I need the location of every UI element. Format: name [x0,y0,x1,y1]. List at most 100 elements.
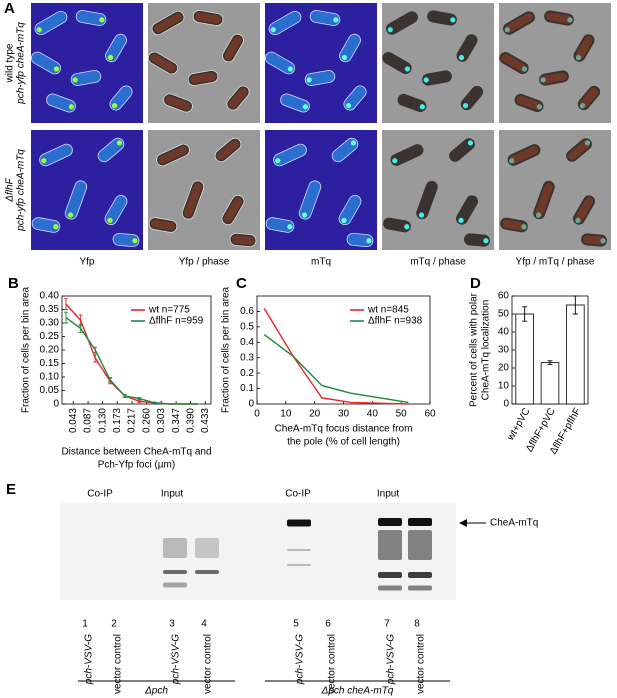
focus [419,104,425,110]
blot-band [408,585,432,591]
cell [309,10,341,26]
cell [268,10,302,36]
column-label: mTq [311,257,331,268]
lane-label: pch-VSV-G [295,634,306,685]
group-label: Δpch [144,686,168,697]
cell [148,51,179,75]
focus [404,66,410,72]
focus [423,77,429,83]
x-tick-label: 50 [396,409,408,420]
x-tick-label: 0.347 [171,408,182,433]
focus [584,140,591,146]
column-label: Yfp / phase [179,257,230,268]
focus [132,238,138,244]
cell [427,10,457,26]
y-axis-label: Percent of cells with polar [469,292,480,407]
focus [107,217,113,223]
band-label: CheA-mTq [490,518,538,529]
micrograph-bg [265,130,377,250]
micrograph-content [499,130,611,250]
focus [366,238,372,244]
focus [521,224,527,230]
blot-band [195,570,219,574]
cell [151,10,185,36]
x-tick-label: 0.043 [68,408,79,433]
cell-tint [579,87,599,109]
y-tick-label: 40 [498,327,510,338]
focus [306,77,312,83]
focus [287,66,293,72]
y-axis-label: CheA-mTq localization [481,300,492,401]
micrograph-bg [382,130,494,250]
panel-label: C [236,275,247,292]
cell [573,34,595,62]
cell-tint [541,72,567,84]
column-label: Yfp [79,257,94,268]
y-tick-label: 0.35 [40,304,60,315]
focus [404,224,410,230]
cell [338,194,362,226]
micrograph-content [148,3,260,123]
cell [214,137,242,163]
cell [112,232,140,248]
panel-label: B [8,275,19,292]
micrograph-bg [31,130,143,250]
micrograph [265,3,377,123]
focus [387,27,393,33]
lane-number: 6 [325,619,331,630]
cell [533,180,555,220]
micrograph [148,3,260,123]
error-bar [152,401,157,404]
focus [270,27,276,33]
cell-tint [501,54,527,72]
micrograph-bg [148,130,260,250]
cell [573,195,595,225]
series-line [263,307,409,405]
blot-header: Co-IP [87,489,113,500]
cell-tint [217,140,239,160]
cell [192,10,224,26]
column-label: mTq / phase [410,257,466,268]
lane-label: vector control [203,634,214,694]
lane-number: 7 [384,619,390,630]
focus [107,54,114,61]
cell [31,217,61,233]
cell-tint [150,54,176,72]
lane-number: 4 [201,619,207,630]
cell [422,70,452,86]
x-tick-label: 0.087 [83,408,94,433]
focus [579,103,586,109]
cell [544,10,574,26]
y-tick-label: 0.25 [40,331,60,342]
focus [467,140,474,146]
y-tick-label: 0.05 [40,385,60,396]
series-line [65,317,199,405]
cell-tint [232,235,254,245]
micrograph [265,130,377,250]
cell [229,232,257,248]
cell [226,85,250,111]
cell [105,33,127,63]
lane-label: pch-VSV-G [171,634,182,685]
error-bar [93,346,98,354]
legend-label: wt n=775 [148,305,190,316]
panel-label: E [6,481,16,498]
micrograph [382,3,494,123]
cell-tint [575,197,593,223]
focus [458,217,464,223]
y-tick-label: 0 [503,399,509,410]
error-bar [63,298,68,310]
cell-tint [228,87,248,109]
cell [416,180,438,220]
legend-label: wt n=845 [367,305,409,316]
x-tick-label: wt+pVC [505,406,533,443]
x-tick-label: 0.217 [127,408,138,433]
cell [104,194,128,226]
focus [72,77,78,83]
x-tick-label: 0.303 [156,408,167,433]
lane-number: 5 [293,619,299,630]
blot-band [287,519,311,527]
focus [509,158,515,164]
micrograph [31,3,143,123]
